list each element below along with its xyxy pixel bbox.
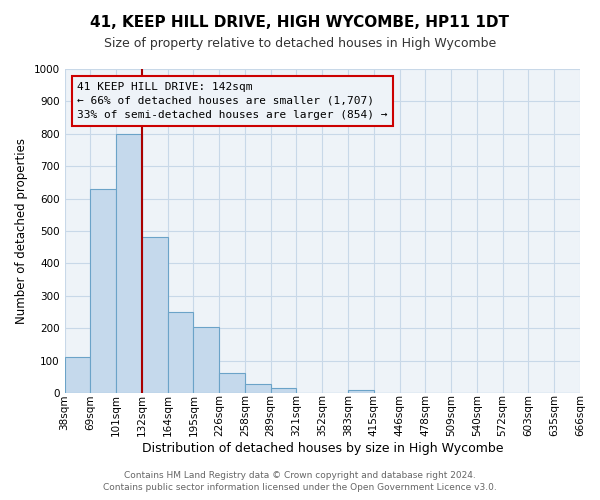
- Text: 41 KEEP HILL DRIVE: 142sqm
← 66% of detached houses are smaller (1,707)
33% of s: 41 KEEP HILL DRIVE: 142sqm ← 66% of deta…: [77, 82, 388, 120]
- Bar: [271, 388, 296, 393]
- Bar: [142, 238, 167, 393]
- Bar: [91, 189, 116, 393]
- Text: Size of property relative to detached houses in High Wycombe: Size of property relative to detached ho…: [104, 38, 496, 51]
- Bar: [193, 326, 219, 393]
- Bar: [219, 374, 245, 393]
- Bar: [348, 390, 374, 393]
- Bar: [116, 134, 142, 393]
- Bar: [65, 358, 91, 393]
- Y-axis label: Number of detached properties: Number of detached properties: [15, 138, 28, 324]
- Text: Contains HM Land Registry data © Crown copyright and database right 2024.
Contai: Contains HM Land Registry data © Crown c…: [103, 471, 497, 492]
- X-axis label: Distribution of detached houses by size in High Wycombe: Distribution of detached houses by size …: [142, 442, 503, 455]
- Text: 41, KEEP HILL DRIVE, HIGH WYCOMBE, HP11 1DT: 41, KEEP HILL DRIVE, HIGH WYCOMBE, HP11 …: [91, 15, 509, 30]
- Bar: [245, 384, 271, 393]
- Bar: [167, 312, 193, 393]
